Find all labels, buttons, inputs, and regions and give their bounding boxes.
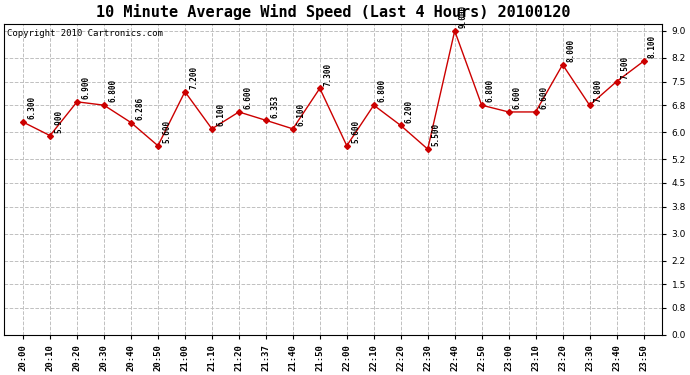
Text: 5.600: 5.600 — [162, 120, 171, 143]
Text: 6.100: 6.100 — [216, 103, 225, 126]
Text: 8.100: 8.100 — [648, 35, 657, 58]
Text: 5.600: 5.600 — [351, 120, 360, 143]
Text: 6.800: 6.800 — [378, 79, 387, 102]
Text: 6.200: 6.200 — [405, 99, 414, 123]
Text: 7.800: 7.800 — [594, 79, 603, 102]
Text: 6.600: 6.600 — [540, 86, 549, 109]
Text: 6.800: 6.800 — [486, 79, 495, 102]
Text: 6.286: 6.286 — [135, 97, 144, 120]
Text: 6.300: 6.300 — [27, 96, 36, 119]
Text: 8.000: 8.000 — [566, 39, 575, 62]
Text: 9.000: 9.000 — [459, 5, 468, 28]
Title: 10 Minute Average Wind Speed (Last 4 Hours) 20100120: 10 Minute Average Wind Speed (Last 4 Hou… — [96, 4, 571, 20]
Text: 5.900: 5.900 — [55, 110, 63, 133]
Text: 6.600: 6.600 — [243, 86, 252, 109]
Text: 6.800: 6.800 — [108, 79, 117, 102]
Text: 6.900: 6.900 — [81, 76, 90, 99]
Text: 7.300: 7.300 — [324, 62, 333, 86]
Text: 5.500: 5.500 — [432, 123, 441, 146]
Text: 6.353: 6.353 — [270, 94, 279, 117]
Text: 7.500: 7.500 — [621, 56, 630, 79]
Text: Copyright 2010 Cartronics.com: Copyright 2010 Cartronics.com — [8, 29, 164, 38]
Text: 6.600: 6.600 — [513, 86, 522, 109]
Text: 6.100: 6.100 — [297, 103, 306, 126]
Text: 7.200: 7.200 — [189, 66, 198, 89]
